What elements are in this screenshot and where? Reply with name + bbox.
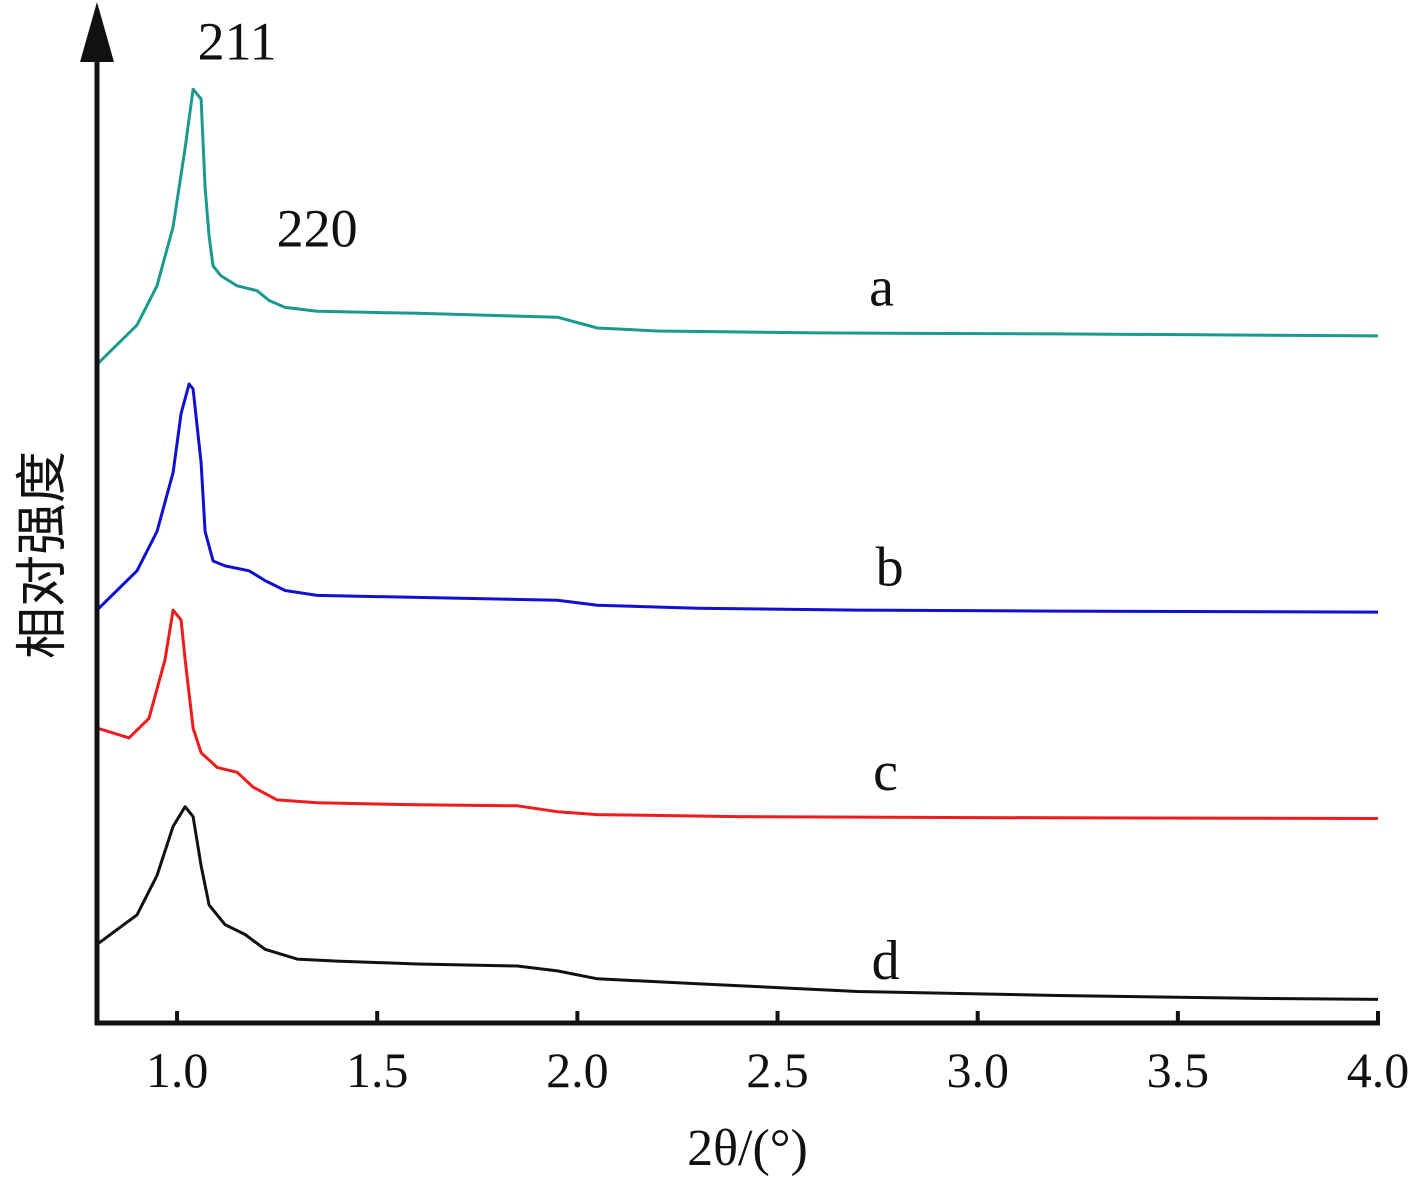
series-curve-d: [96, 805, 1379, 1001]
series-curve-a: [95, 87, 1379, 366]
peak-label-220: 220: [277, 198, 358, 258]
series-label-b: b: [876, 537, 904, 599]
x-tick-label: 1.0: [146, 1042, 209, 1098]
y-axis-title: 相对强度: [15, 451, 72, 659]
x-ticks: 1.0 1.5 2.0 2.5 3.0 3.5 4.0: [146, 1011, 1409, 1098]
series-label-d: d: [872, 930, 900, 992]
series-label-c: c: [873, 741, 898, 803]
x-tick-label: 2.5: [746, 1042, 809, 1098]
series-curve-c: [96, 608, 1379, 820]
x-tick-label: 4.0: [1347, 1042, 1410, 1098]
series-curve-b: [95, 382, 1379, 614]
x-axis-title: 2θ/(°): [687, 1120, 808, 1177]
peak-annotations: 211 220: [198, 12, 358, 259]
series-label-a: a: [869, 256, 894, 318]
series-labels: a b c d: [869, 256, 903, 991]
axes: 1.0 1.5 2.0 2.5 3.0 3.5 4.0: [80, 2, 1409, 1098]
x-tick-label: 1.5: [346, 1042, 409, 1098]
x-tick-label: 2.0: [546, 1042, 609, 1098]
x-tick-label: 3.5: [1147, 1042, 1210, 1098]
series-curves: [95, 87, 1379, 1001]
peak-label-211: 211: [198, 12, 277, 72]
y-axis-arrowhead: [80, 2, 114, 62]
x-tick-label: 3.0: [946, 1042, 1009, 1098]
